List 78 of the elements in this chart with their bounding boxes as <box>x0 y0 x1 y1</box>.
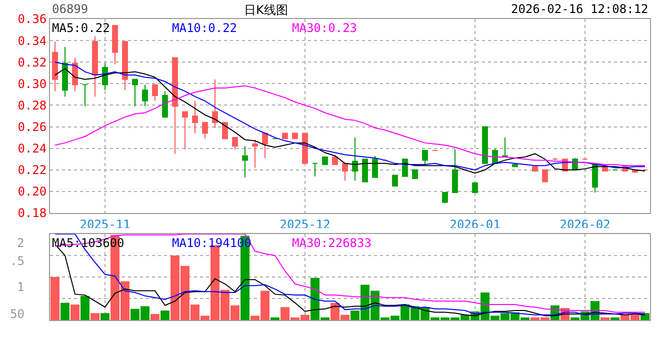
candlestick <box>332 154 338 165</box>
candlestick <box>422 150 428 165</box>
candlestick <box>252 139 258 168</box>
candlestick <box>152 84 158 102</box>
bar <box>50 277 60 320</box>
y-tick-label: 0.28 <box>18 98 47 112</box>
bar <box>610 317 620 320</box>
bar <box>270 317 280 320</box>
y-tick-label: 0.24 <box>18 142 47 156</box>
candlestick <box>192 100 198 134</box>
candlestick <box>102 62 108 91</box>
candlestick <box>182 111 188 150</box>
candlestick <box>92 36 98 98</box>
text: 06899 <box>52 2 88 16</box>
candlestick <box>552 158 558 161</box>
y-tick-label: 0.26 <box>18 120 47 134</box>
candlestick <box>232 137 238 150</box>
bar <box>80 296 90 320</box>
candlestick <box>162 90 168 118</box>
candlestick <box>342 162 348 182</box>
candlestick <box>532 166 538 172</box>
candlestick <box>412 169 418 180</box>
text: MA5:0.22 <box>52 21 110 35</box>
candlestick <box>122 41 128 91</box>
bar <box>150 314 160 320</box>
candlestick <box>282 132 288 140</box>
y-tick-label: 0.36 <box>18 12 47 26</box>
candlestick <box>172 57 178 154</box>
text: .5 <box>10 254 24 268</box>
bar <box>100 313 110 320</box>
candlestick <box>112 24 118 65</box>
candlestick <box>82 84 88 107</box>
y-tick-label: 0.34 <box>18 34 47 48</box>
text: 50 <box>10 307 24 321</box>
y-tick-label: 0.32 <box>18 55 47 70</box>
y-tick-label: 0.18 <box>18 206 47 220</box>
candlestick <box>442 192 448 204</box>
candlestick <box>392 174 398 187</box>
candlestick <box>62 46 68 98</box>
bar <box>70 304 80 320</box>
candlestick <box>472 182 478 194</box>
y-tick-label: 0.20 <box>18 184 47 199</box>
candlestick <box>452 148 458 194</box>
candlestick <box>242 146 248 178</box>
candlestick <box>302 132 308 164</box>
candlestick <box>512 164 518 168</box>
candlestick <box>222 122 228 140</box>
bar <box>90 313 100 320</box>
candlestick <box>202 122 208 140</box>
text: 1 <box>17 280 24 294</box>
line-series <box>54 85 646 166</box>
candlestick <box>542 169 548 182</box>
candlestick <box>72 57 78 92</box>
text: MA30:0.23 <box>292 21 358 35</box>
candlestick <box>132 78 138 107</box>
chart-title: 日K线图 <box>244 3 288 17</box>
y-tick-label: 0.30 <box>18 76 47 91</box>
candlestick <box>262 132 268 159</box>
candlestick <box>352 137 358 182</box>
text: MA10:0.22 <box>172 21 238 35</box>
bar <box>600 317 610 320</box>
bar <box>60 302 70 320</box>
candlestick <box>592 164 598 194</box>
candlestick <box>482 126 488 164</box>
candlestick <box>502 137 508 158</box>
candlestick <box>52 41 58 92</box>
text: 2 <box>17 236 24 250</box>
candlestick <box>362 158 368 182</box>
candlestick <box>322 156 328 165</box>
candlestick <box>372 155 378 178</box>
y-tick-label: 0.22 <box>18 163 47 178</box>
candlestick <box>292 132 298 140</box>
candlestick <box>312 162 318 177</box>
candlestick <box>142 84 148 107</box>
candlestick <box>212 78 218 128</box>
series-label: MA30:226833 <box>292 236 372 250</box>
text: 2026-02-16 12:08:12 <box>511 2 648 16</box>
bar <box>160 310 170 320</box>
